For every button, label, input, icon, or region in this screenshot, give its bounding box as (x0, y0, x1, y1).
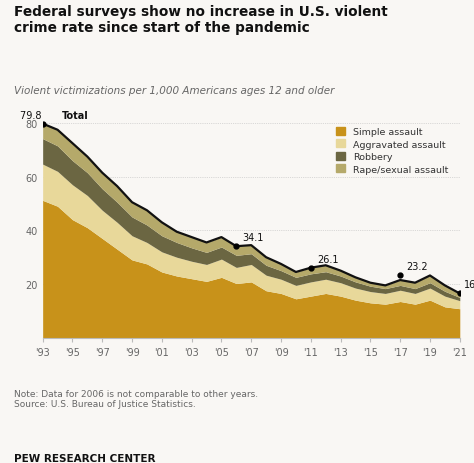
Text: 16.5: 16.5 (464, 280, 474, 290)
Text: PEW RESEARCH CENTER: PEW RESEARCH CENTER (14, 453, 156, 463)
Text: 26.1: 26.1 (317, 254, 338, 264)
Text: 79.8: 79.8 (20, 111, 45, 121)
Legend: Simple assault, Aggravated assault, Robbery, Rape/sexual assault: Simple assault, Aggravated assault, Robb… (333, 125, 451, 177)
Text: Federal surveys show no increase in U.S. violent
crime rate since start of the p: Federal surveys show no increase in U.S.… (14, 5, 388, 35)
Text: Note: Data for 2006 is not comparable to other years.
Source: U.S. Bureau of Jus: Note: Data for 2006 is not comparable to… (14, 389, 258, 408)
Text: 34.1: 34.1 (242, 233, 264, 243)
Text: Violent victimizations per 1,000 Americans ages 12 and older: Violent victimizations per 1,000 America… (14, 86, 335, 96)
Text: 23.2: 23.2 (406, 262, 428, 272)
Text: Total: Total (62, 111, 89, 121)
